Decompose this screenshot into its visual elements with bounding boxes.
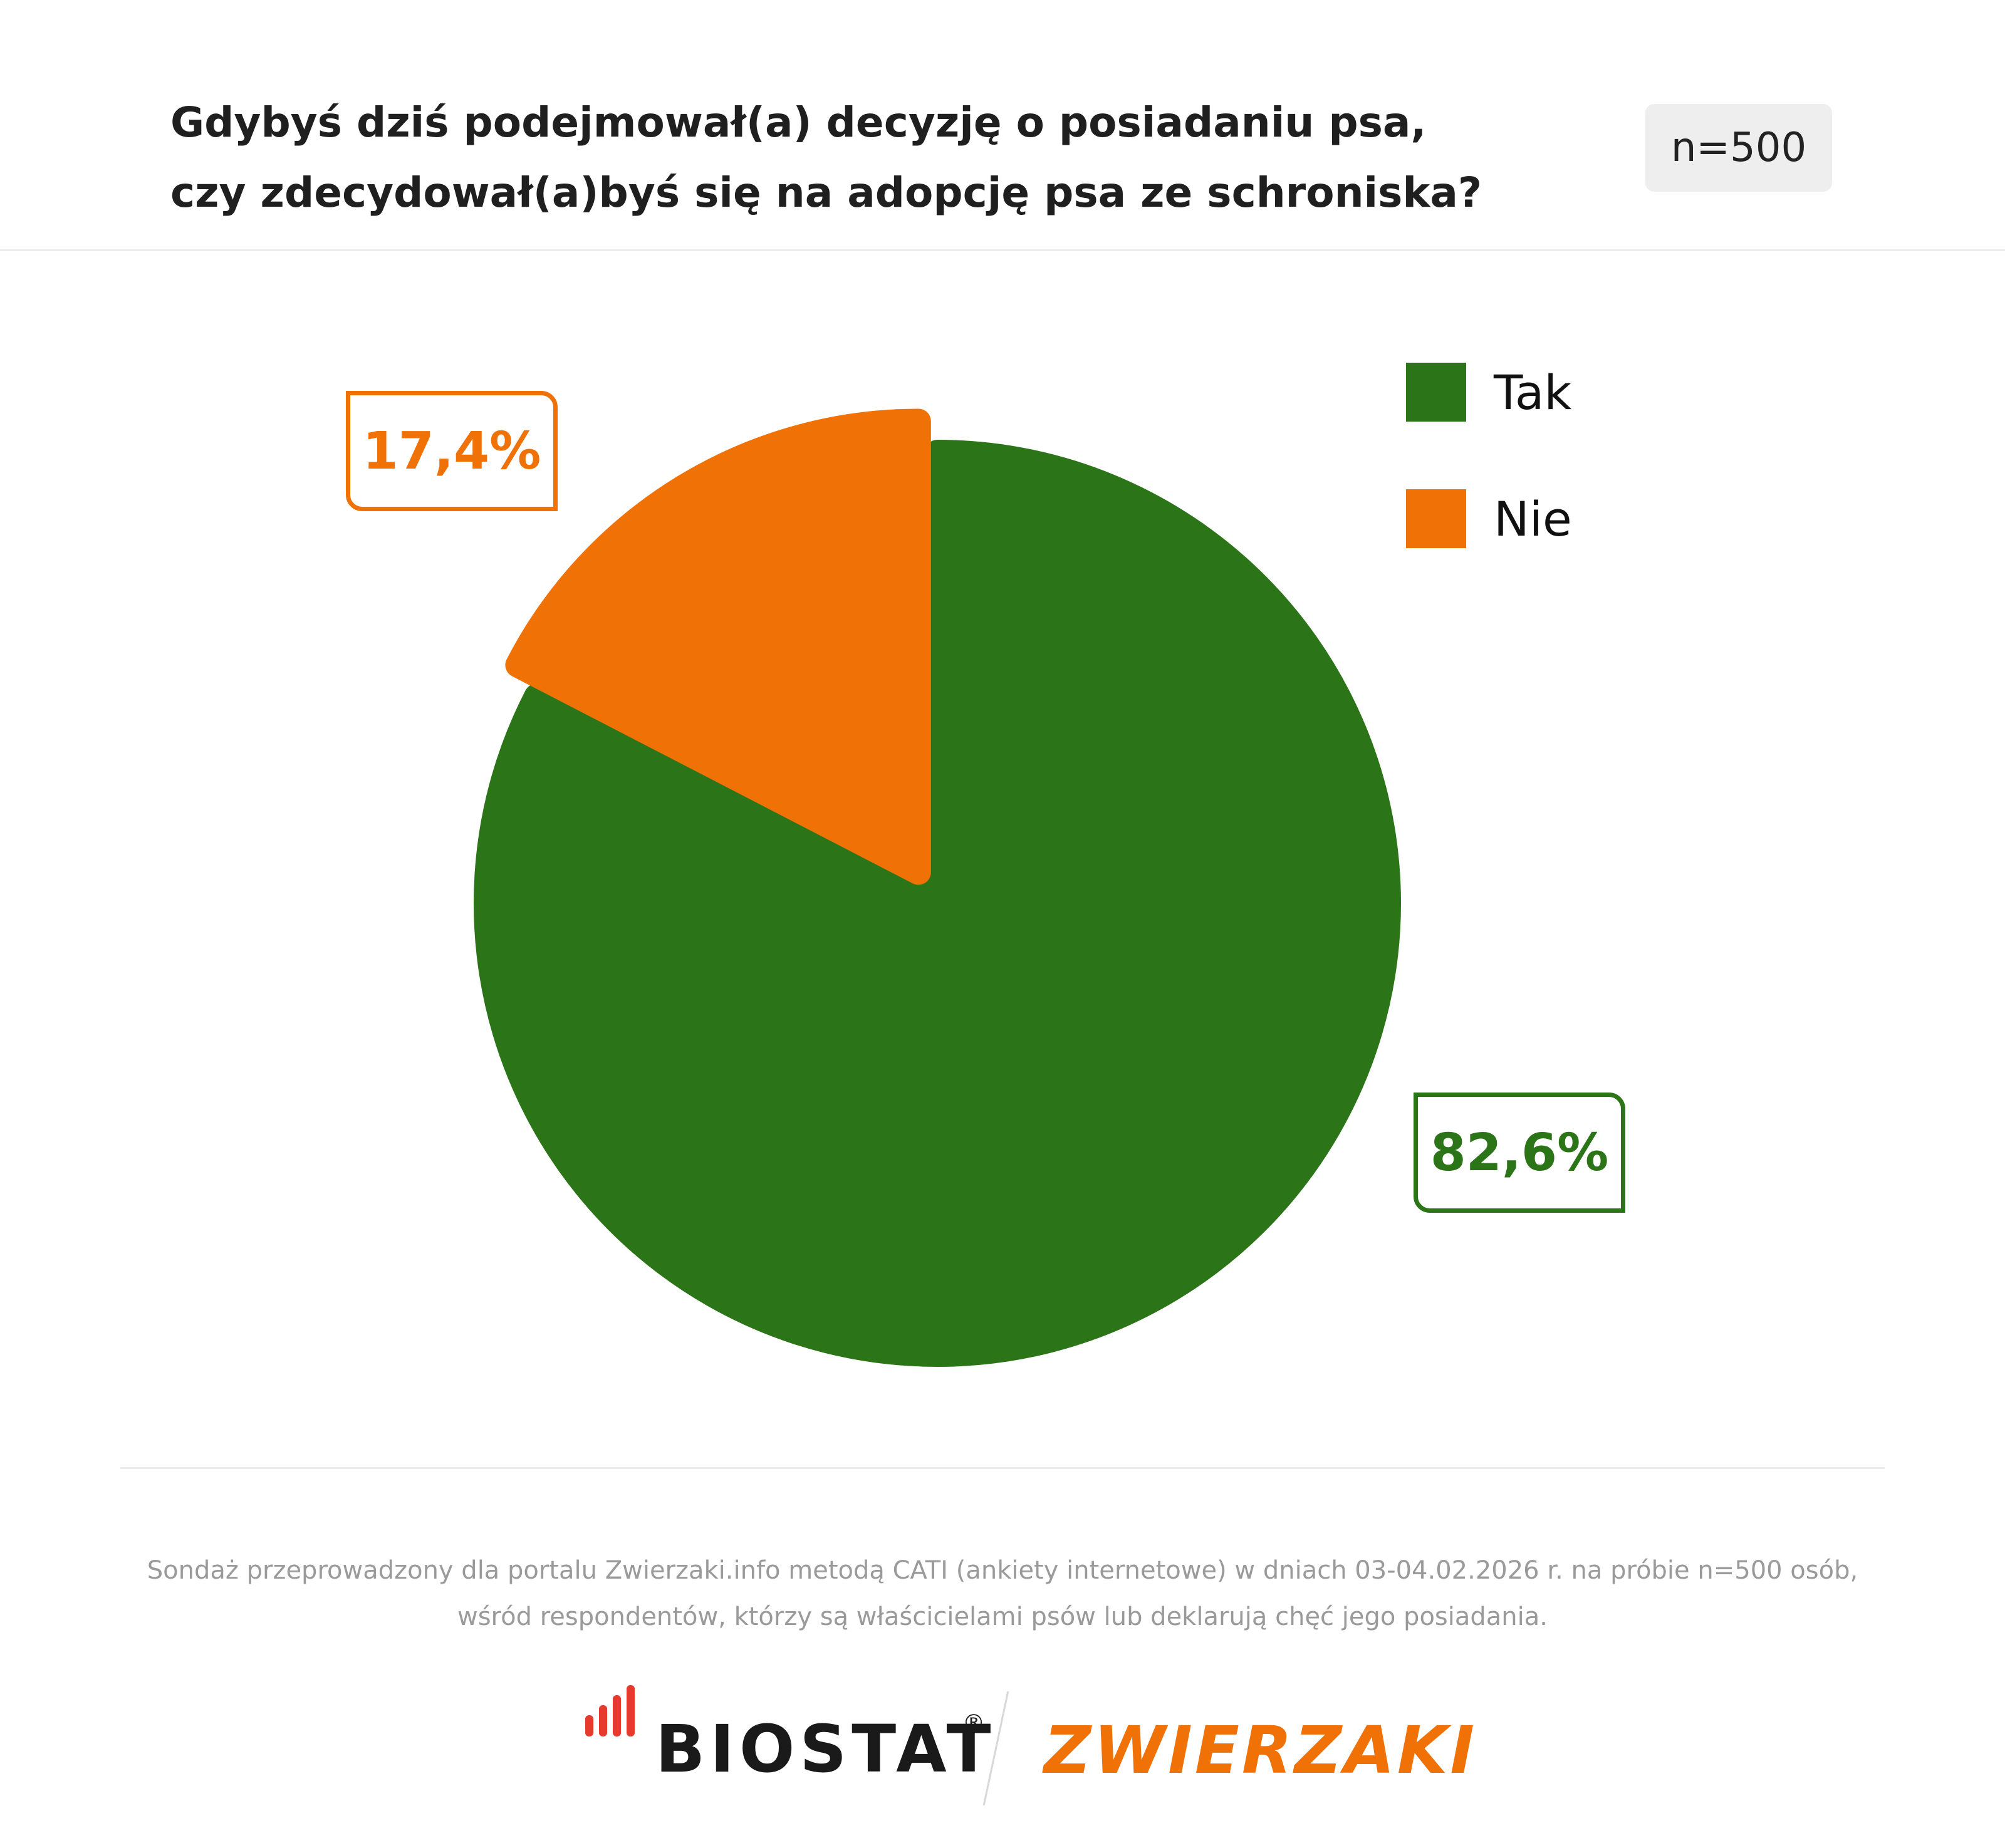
- legend-swatch-nie: [1406, 489, 1466, 548]
- legend-item-tak: Tak: [1406, 361, 1572, 423]
- methodology-footnote: Sondaż przeprowadzony dla portalu Zwierz…: [63, 1547, 1942, 1640]
- pie-slice-nie: [505, 408, 931, 885]
- zwierzaki-logo: ZWIERZAKI: [1044, 1712, 1477, 1788]
- biostat-logo: BIOSTAT: [655, 1711, 996, 1787]
- legend-label-tak: Tak: [1494, 364, 1572, 420]
- sample-size-badge: n=500: [1645, 104, 1832, 192]
- registered-mark: ®: [962, 1710, 985, 1736]
- legend-swatch-tak: [1406, 363, 1466, 422]
- legend-item-nie: Nie: [1406, 487, 1572, 550]
- chart-title-line-1: Gdybyś dziś podejmował(a) decyzję o posi…: [170, 98, 1427, 147]
- data-label-nie: 17,4%: [346, 391, 558, 511]
- logo-bar: BIOSTAT ® ZWIERZAKI: [0, 1685, 2005, 1810]
- chart-legend: Tak Nie: [1406, 361, 1572, 614]
- footer-divider: [120, 1467, 1885, 1469]
- legend-label-nie: Nie: [1494, 491, 1572, 547]
- chart-title: Gdybyś dziś podejmował(a) decyzję o posi…: [170, 88, 1549, 228]
- header-divider: [0, 249, 2005, 251]
- pie-slice-tak: [474, 440, 1401, 1367]
- data-label-tak: 82,6%: [1414, 1093, 1625, 1213]
- footnote-line-2: wśród respondentów, którzy są właściciel…: [457, 1602, 1548, 1631]
- chart-title-line-2: czy zdecydował(a)byś się na adopcję psa …: [170, 169, 1482, 217]
- footnote-line-1: Sondaż przeprowadzony dla portalu Zwierz…: [147, 1556, 1858, 1585]
